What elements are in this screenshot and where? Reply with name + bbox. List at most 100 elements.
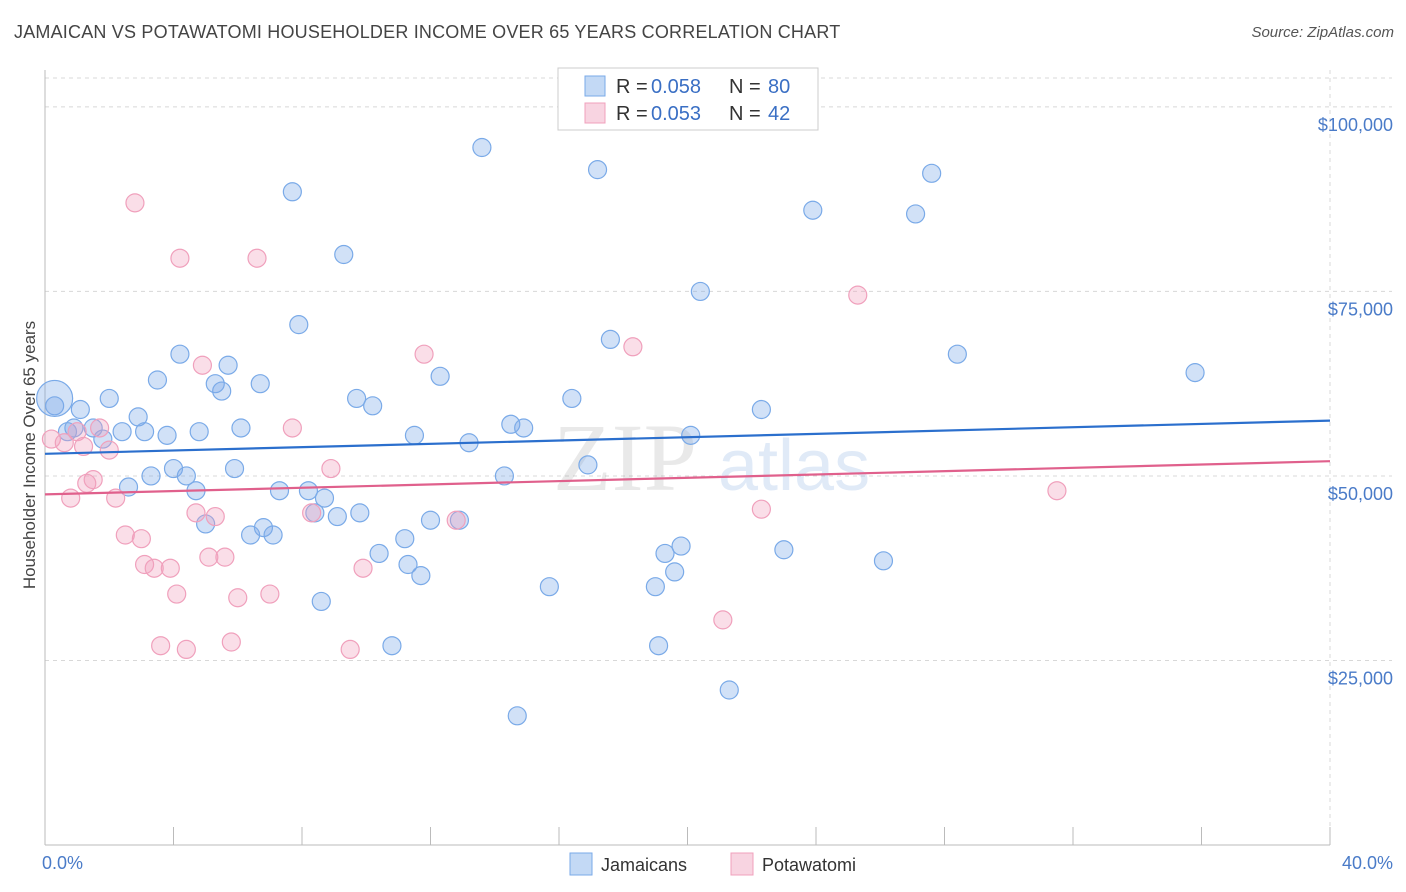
point-potawatomi-30 xyxy=(302,503,322,523)
point-potawatomi-1 xyxy=(54,433,74,453)
point-jamaicans-56 xyxy=(539,577,559,597)
point-potawatomi-34 xyxy=(414,344,434,364)
axes xyxy=(44,70,1331,846)
legend-r-value-2: 0.053 xyxy=(651,103,701,125)
y-tick-label-2: $75,000 xyxy=(1328,299,1393,319)
watermark: ZIP atlas xyxy=(553,404,870,511)
point-potawatomi-36 xyxy=(623,337,643,357)
trend-lines xyxy=(44,419,1331,496)
point-jamaicans-60 xyxy=(600,329,621,350)
point-potawatomi-16 xyxy=(160,558,180,578)
point-potawatomi-39 xyxy=(848,285,868,305)
point-potawatomi-24 xyxy=(215,547,235,567)
point-jamaicans-54 xyxy=(514,418,534,438)
point-jamaicans-36 xyxy=(327,506,347,527)
x-tick-labels: 0.0% 40.0% xyxy=(42,853,1393,873)
point-potawatomi-18 xyxy=(170,248,190,268)
point-potawatomi-0 xyxy=(41,429,62,449)
y-axis-label: Householder Income Over 65 years xyxy=(20,321,39,589)
point-jamaicans-40 xyxy=(363,396,383,416)
point-potawatomi-14 xyxy=(144,558,164,578)
point-jamaicans-53 xyxy=(501,414,521,434)
point-potawatomi-27 xyxy=(247,248,267,268)
point-jamaicans-5 xyxy=(93,429,113,449)
point-jamaicans-1 xyxy=(57,422,78,442)
trend-line-potawatomi xyxy=(44,460,1331,496)
point-jamaicans-3 xyxy=(70,399,90,420)
point-potawatomi-11 xyxy=(125,193,145,213)
data-points xyxy=(36,137,1205,726)
point-jamaicans-58 xyxy=(578,455,598,475)
point-jamaicans-29 xyxy=(269,481,290,501)
point-jamaicans-73 xyxy=(905,204,926,224)
point-jamaicans-37 xyxy=(334,244,354,265)
chart-title: JAMAICAN VS POTAWATOMI HOUSEHOLDER INCOM… xyxy=(14,22,841,42)
point-jamaicans-19 xyxy=(196,514,216,534)
legend-n-value-2: 42 xyxy=(768,103,790,125)
point-jamaicans-51 xyxy=(472,137,492,158)
series-name-potawatomi: Potawatomi xyxy=(762,855,856,875)
point-jamaicans-68 xyxy=(719,680,739,700)
point-jamaicans-13 xyxy=(157,425,177,445)
series-legend: Jamaicans Potawatomi xyxy=(569,852,856,876)
point-jamaicans-22 xyxy=(218,355,238,375)
point-potawatomi-38 xyxy=(751,499,771,519)
point-jamaicans-39 xyxy=(350,503,370,523)
point-jamaicans-69 xyxy=(751,399,771,420)
point-jamaicans-34 xyxy=(314,488,335,508)
point-potawatomi-19 xyxy=(176,639,196,660)
point-jamaicans-2 xyxy=(64,418,84,438)
point-jamaicans-20 xyxy=(205,374,225,394)
point-jamaicans-76 xyxy=(1185,363,1205,383)
point-potawatomi-22 xyxy=(199,547,219,567)
point-jamaicans-32 xyxy=(298,481,319,501)
point-potawatomi-13 xyxy=(134,554,155,575)
point-jamaicans-10 xyxy=(134,422,155,442)
point-jamaicans-15 xyxy=(170,344,190,364)
point-potawatomi-23 xyxy=(205,506,225,527)
watermark-atlas: atlas xyxy=(718,426,870,506)
point-potawatomi-7 xyxy=(90,418,110,438)
point-jamaicans-42 xyxy=(382,636,402,656)
point-jamaicans-30 xyxy=(282,182,302,202)
point-potawatomi-4 xyxy=(73,436,94,457)
point-potawatomi-37 xyxy=(713,610,733,630)
point-potawatomi-2 xyxy=(61,488,81,508)
point-jamaicans-27 xyxy=(253,518,274,538)
point-jamaicans-41 xyxy=(369,543,389,564)
point-potawatomi-17 xyxy=(167,584,187,604)
legend-r-label-1: R = xyxy=(616,76,648,98)
y-tick-label-1: $50,000 xyxy=(1328,484,1393,504)
legend-n-label-2: N = xyxy=(729,103,761,125)
point-jamaicans-21 xyxy=(212,381,232,401)
legend-n-label-1: N = xyxy=(729,76,761,98)
point-jamaicans-4 xyxy=(83,418,103,438)
point-jamaicans-75 xyxy=(947,344,967,364)
point-jamaicans-45 xyxy=(404,425,425,445)
point-potawatomi-25 xyxy=(221,632,241,652)
x-tick-label-1: 40.0% xyxy=(1342,853,1393,873)
point-jamaicans-72 xyxy=(873,551,894,571)
point-potawatomi-31 xyxy=(321,458,341,479)
trend-line-jamaicans xyxy=(44,419,1331,455)
point-jamaicans-70 xyxy=(774,540,794,560)
stats-legend: R = 0.058 N = 80 R = 0.053 N = 42 xyxy=(557,67,819,131)
series-name-jamaicans: Jamaicans xyxy=(601,855,687,875)
point-jamaicans-12 xyxy=(147,370,168,390)
point-jamaicans-48 xyxy=(430,366,450,386)
watermark-zip: ZIP xyxy=(553,404,697,511)
point-potawatomi-8 xyxy=(99,440,119,460)
grid-lines xyxy=(45,70,1392,845)
series-swatch-potawatomi xyxy=(730,852,754,876)
point-jamaicans-44 xyxy=(398,554,418,575)
point-potawatomi-12 xyxy=(131,529,151,549)
point-jamaicans-35 xyxy=(311,591,331,612)
point-potawatomi-20 xyxy=(186,503,206,523)
point-jamaicans-23 xyxy=(224,458,245,479)
point-jamaicans-67 xyxy=(690,281,710,302)
point-jamaicans-38 xyxy=(347,388,367,409)
point-jamaicans-18 xyxy=(189,422,209,442)
point-jamaicans-11 xyxy=(141,466,161,486)
legend-swatch-potawatomi xyxy=(584,102,606,124)
